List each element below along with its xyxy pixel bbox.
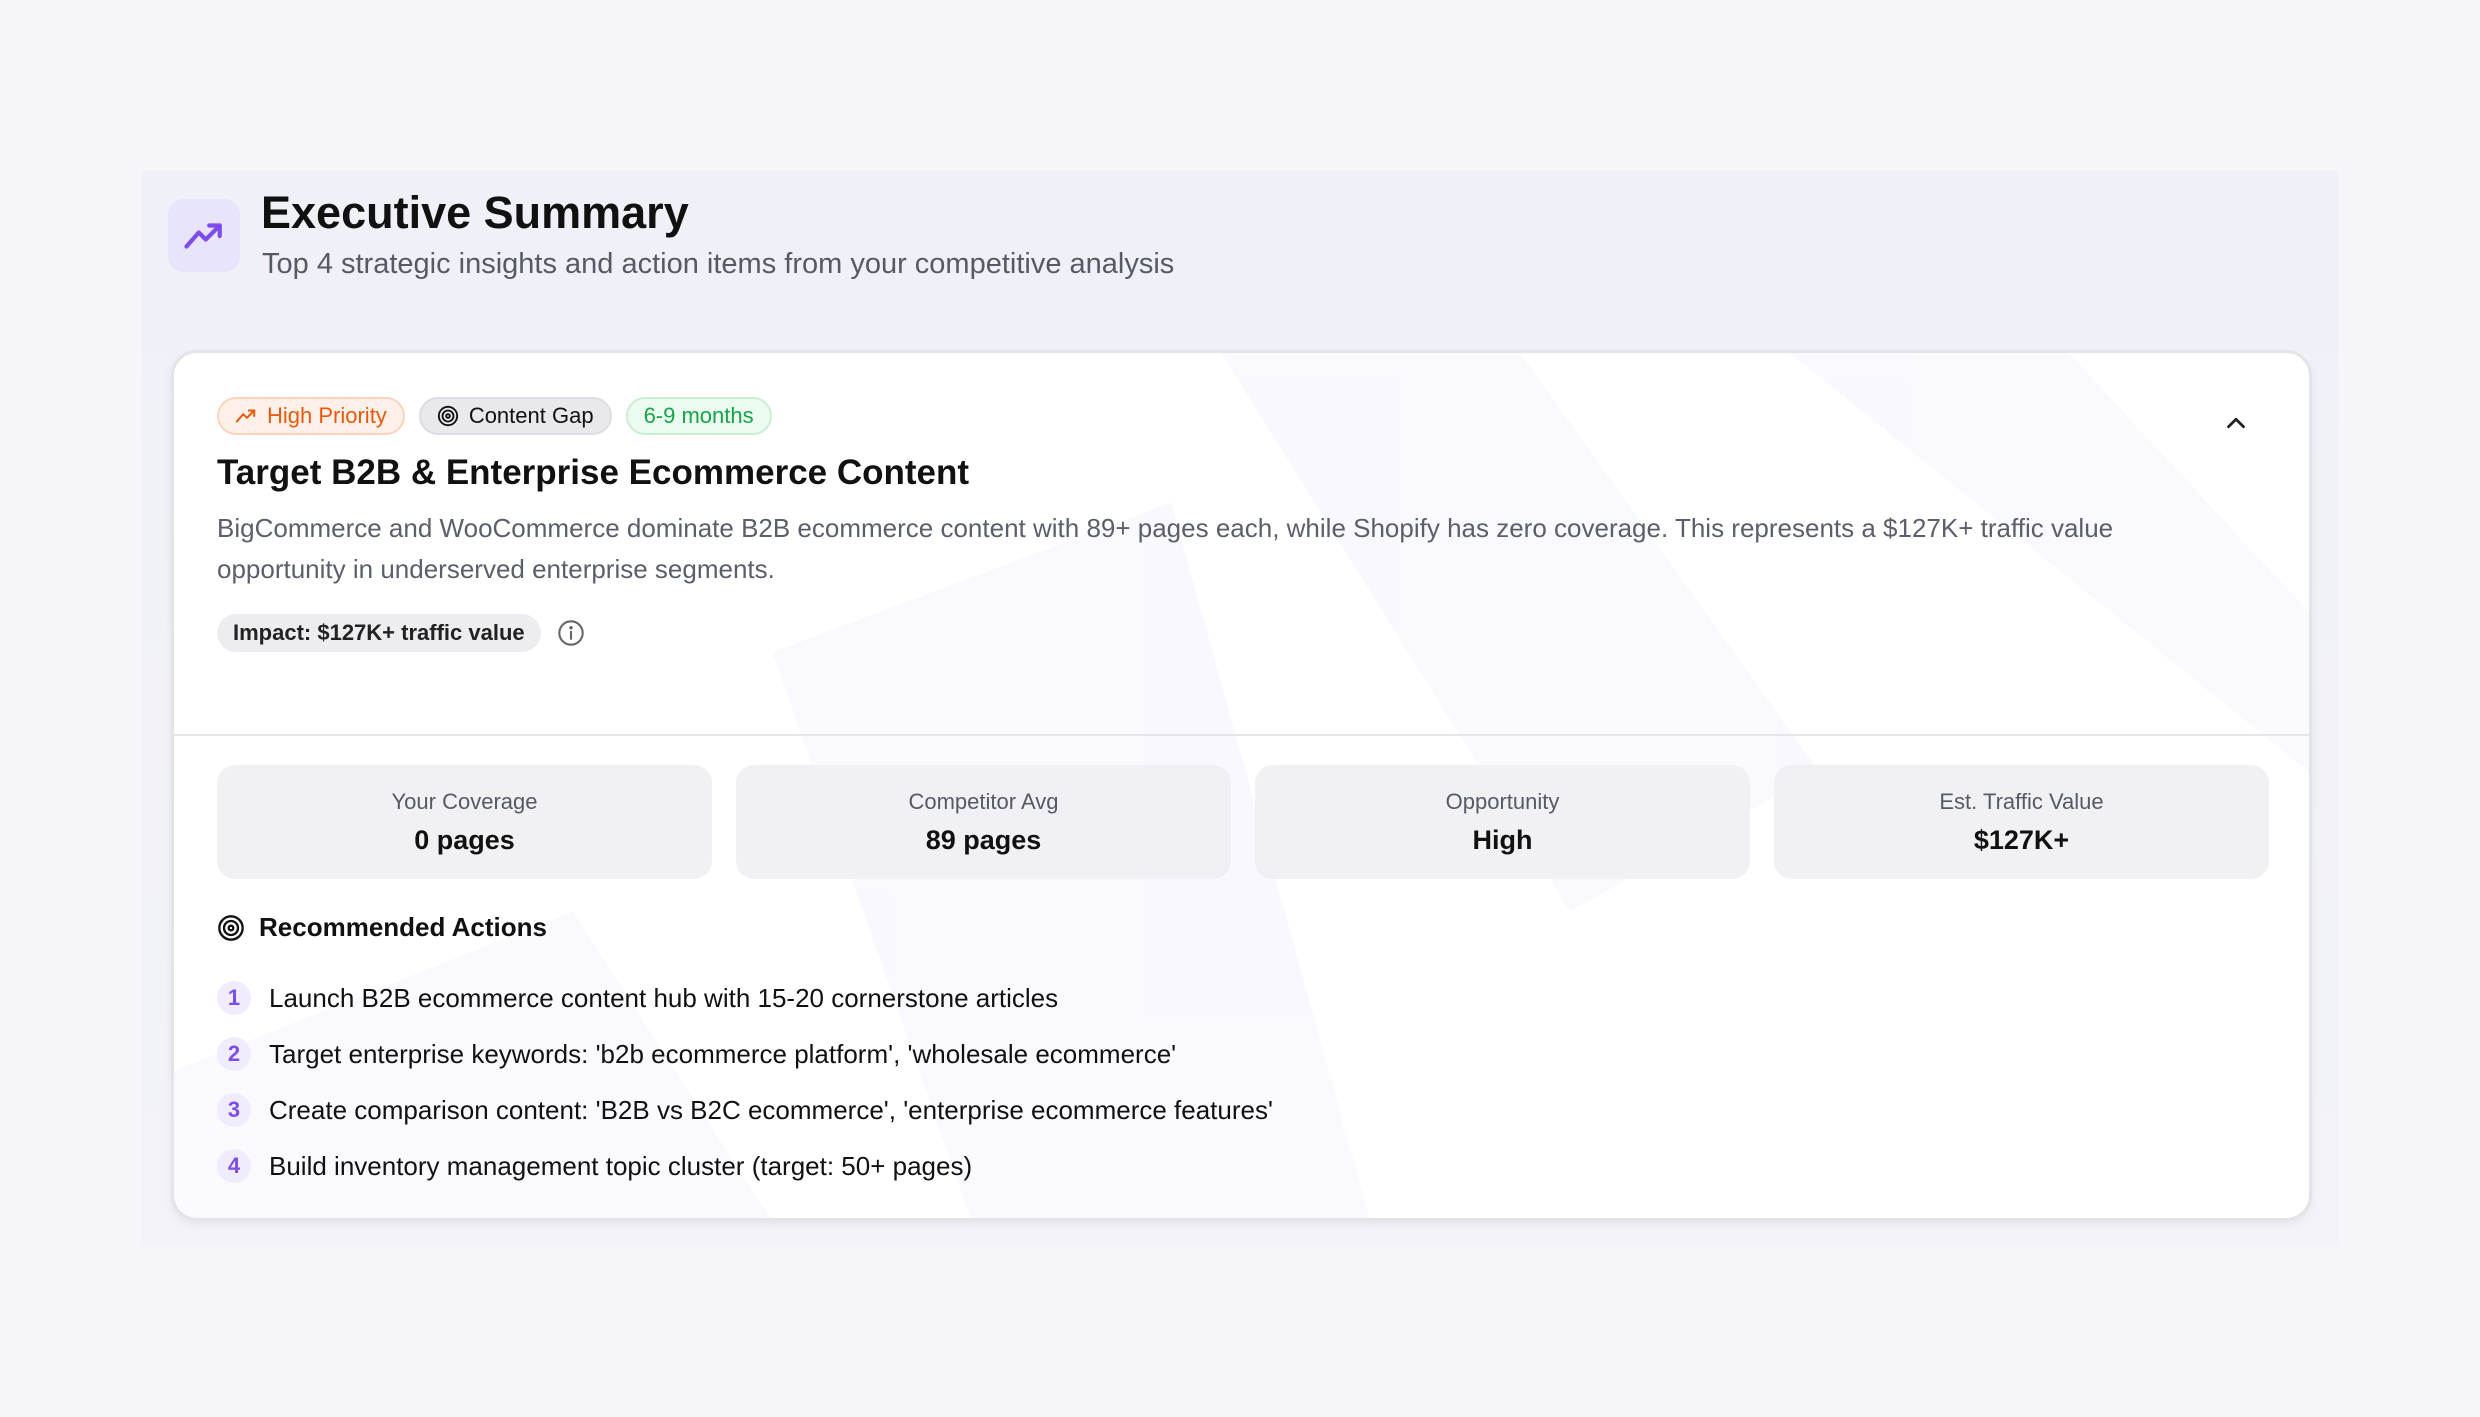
trending-up-icon [235, 409, 256, 423]
chevron-up-icon [2227, 417, 2245, 429]
step-number: 4 [217, 1149, 251, 1183]
stat-opportunity: Opportunity High [1255, 765, 1750, 879]
stat-label: Opportunity [1445, 788, 1560, 814]
actions-list: 1 Launch B2B ecommerce content hub with … [217, 970, 1273, 1194]
stat-value: 89 pages [925, 824, 1042, 855]
timeline-badge: 6-9 months [625, 397, 772, 435]
impact-badge: Impact: $127K+ traffic value [217, 614, 541, 652]
recommended-actions-header: Recommended Actions [217, 912, 547, 943]
target-icon [218, 914, 244, 941]
priority-label: High Priority [267, 403, 387, 428]
impact-row: Impact: $127K+ traffic value [217, 614, 585, 652]
badge-row: High Priority Content Gap 6-9 months [217, 397, 772, 435]
step-number: 1 [217, 981, 251, 1015]
step-number: 3 [217, 1093, 251, 1127]
type-label: Content Gap [468, 403, 594, 428]
trending-up-icon [168, 199, 240, 272]
stat-your-coverage: Your Coverage 0 pages [217, 765, 712, 879]
stat-label: Est. Traffic Value [1939, 788, 2104, 814]
stat-value: 0 pages [414, 824, 515, 855]
action-text: Create comparison content: 'B2B vs B2C e… [269, 1094, 1273, 1125]
stat-competitor-avg: Competitor Avg 89 pages [736, 765, 1231, 879]
list-item: 4 Build inventory management topic clust… [217, 1138, 1273, 1194]
divider [174, 734, 2309, 736]
target-icon [437, 405, 458, 427]
stat-label: Competitor Avg [908, 788, 1059, 814]
collapse-button[interactable] [2221, 408, 2251, 438]
timeline-label: 6-9 months [643, 403, 754, 428]
stat-traffic-value: Est. Traffic Value $127K+ [1774, 765, 2269, 879]
stat-value: High [1472, 824, 1533, 855]
page-subtitle: Top 4 strategic insights and action item… [262, 248, 1175, 280]
executive-summary-panel: Executive Summary Top 4 strategic insigh… [142, 171, 2338, 1246]
insight-card: High Priority Content Gap 6-9 months Tar… [171, 350, 2312, 1221]
stats-row: Your Coverage 0 pages Competitor Avg 89 … [217, 765, 2269, 879]
section-title: Recommended Actions [259, 912, 547, 942]
action-text: Launch B2B ecommerce content hub with 15… [269, 982, 1059, 1013]
insight-title: Target B2B & Enterprise Ecommerce Conten… [217, 453, 970, 492]
list-item: 2 Target enterprise keywords: 'b2b ecomm… [217, 1026, 1273, 1082]
type-badge: Content Gap [418, 397, 612, 435]
action-text: Target enterprise keywords: 'b2b ecommer… [269, 1038, 1177, 1069]
info-icon[interactable] [557, 619, 585, 647]
insight-description: BigCommerce and WooCommerce dominate B2B… [217, 513, 2114, 584]
list-item: 1 Launch B2B ecommerce content hub with … [217, 970, 1273, 1026]
list-item: 3 Create comparison content: 'B2B vs B2C… [217, 1082, 1273, 1138]
stat-label: Your Coverage [391, 788, 538, 814]
page-title: Executive Summary [261, 187, 689, 238]
action-text: Build inventory management topic cluster… [269, 1150, 973, 1181]
stat-value: $127K+ [1973, 824, 2070, 855]
priority-badge: High Priority [217, 397, 405, 435]
step-number: 2 [217, 1037, 251, 1071]
